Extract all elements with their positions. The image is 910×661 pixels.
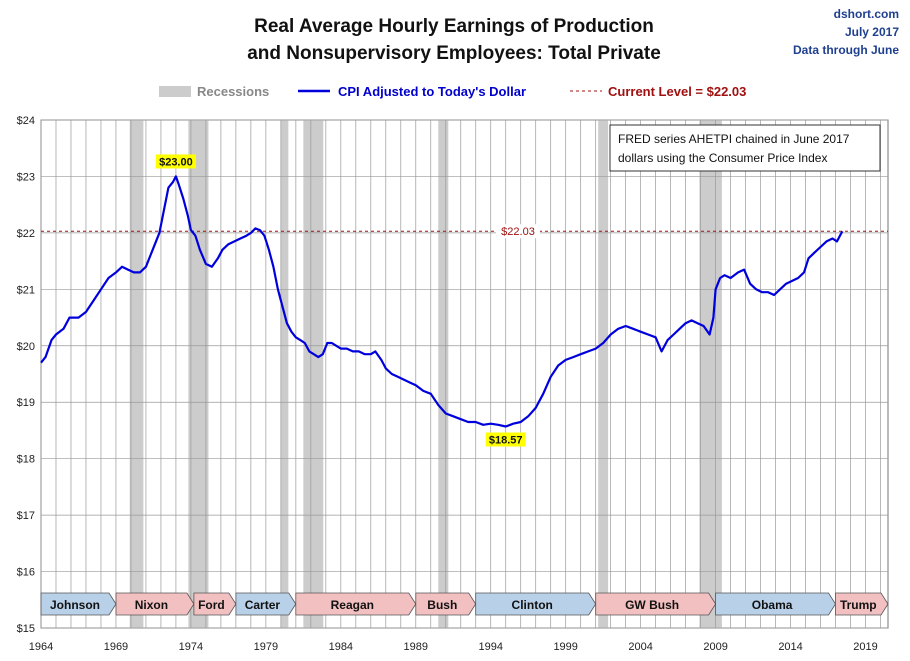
recession-band-4: [438, 120, 449, 628]
president-label-1: Nixon: [135, 598, 168, 612]
legend: Recessions CPI Adjusted to Today's Dolla…: [159, 84, 746, 99]
president-segment-8: [715, 592, 836, 616]
president-label-4: Reagan: [331, 598, 374, 612]
x-tick-label: 1999: [553, 641, 577, 653]
president-label-5: Bush: [427, 598, 457, 612]
axis-labels: $15 $16 $17 $18 $19 $20 $21 $22 $23 $24 1964 1969 19…: [17, 115, 878, 653]
recession-band-6: [699, 120, 722, 628]
president-label-9: Trump: [840, 598, 877, 612]
x-tick-label: 1989: [404, 641, 428, 653]
note-line-2: dollars using the Consumer Price Index: [618, 151, 827, 165]
x-tick-label: 1979: [254, 641, 278, 653]
y-tick-label: $23: [17, 171, 35, 183]
president-segment-1: [115, 592, 195, 616]
legend-recession-swatch: [159, 86, 191, 97]
chart-title-line-1: Real Average Hourly Earnings of Producti…: [254, 16, 654, 37]
credit-note: Data through June: [793, 43, 899, 57]
x-tick-label: 1974: [179, 641, 203, 653]
president-segment-4: [295, 592, 417, 616]
chart-title-line-2: and Nonsupervisory Employees: Total Priv…: [247, 43, 661, 64]
legend-current-label: Current Level = $22.03: [608, 84, 746, 99]
y-tick-label: $24: [17, 115, 35, 127]
y-tick-label: $20: [17, 341, 35, 353]
legend-series-label: CPI Adjusted to Today's Dollar: [338, 84, 526, 99]
callout-bg-0: [155, 154, 196, 169]
recession-band-0: [129, 120, 144, 628]
recession-band-1: [188, 120, 209, 628]
note-box: FRED series AHETPI chained in June 2017 …: [609, 124, 881, 172]
x-tick-label: 2009: [703, 641, 727, 653]
president-segment-9: [835, 592, 889, 616]
recession-band-2: [280, 120, 289, 628]
president-segment-2: [193, 592, 237, 616]
y-tick-label: $19: [17, 397, 35, 409]
y-tick-label: $18: [17, 454, 35, 466]
president-band: Johnson Nixon Ford Carter Reagan Bush Clinton G…: [40, 592, 889, 616]
president-label-6: Clinton: [512, 598, 553, 612]
callout-label-1: $18.57: [489, 434, 523, 446]
x-tick-label: 2014: [778, 641, 802, 653]
y-tick-label: $15: [17, 623, 35, 635]
y-tick-label: $16: [17, 567, 35, 579]
callouts: $23.00 $18.57: [155, 154, 526, 447]
president-segment-6: [475, 592, 597, 616]
series-layer: [40, 175, 844, 428]
president-segment-7: [595, 592, 717, 616]
y-tick-label: $22: [17, 228, 35, 240]
recession-bands: [129, 120, 722, 628]
x-tick-label: 2019: [853, 641, 877, 653]
y-tick-label: $21: [17, 284, 35, 296]
x-tick-label: 1964: [29, 641, 53, 653]
president-segment-3: [235, 592, 297, 616]
president-label-3: Carter: [245, 598, 281, 612]
x-tick-label: 1984: [329, 641, 353, 653]
callout-label-0: $23.00: [159, 156, 193, 168]
credit-site: dshort.com: [834, 7, 899, 21]
note-line-1: FRED series AHETPI chained in June 2017: [618, 132, 850, 146]
series-line-0: [40, 175, 844, 428]
president-segment-5: [415, 592, 477, 616]
reference-label-bg: [496, 224, 540, 239]
y-tick-label: $17: [17, 510, 35, 522]
president-label-7: GW Bush: [625, 598, 679, 612]
president-label-0: Johnson: [50, 598, 100, 612]
note-box-frame: [609, 124, 881, 172]
president-label-8: Obama: [752, 598, 793, 612]
x-tick-label: 2004: [628, 641, 652, 653]
x-tick-label: 1969: [104, 641, 128, 653]
callout-bg-1: [485, 432, 526, 447]
reference-line-group: $22.03: [41, 224, 888, 239]
legend-recessions-label: Recessions: [197, 84, 269, 99]
plot-area: [40, 119, 889, 629]
recession-band-5: [598, 120, 609, 628]
recession-band-3: [303, 120, 324, 628]
x-tick-label: 1994: [478, 641, 502, 653]
president-segment-0: [40, 592, 117, 616]
credit-date: July 2017: [845, 25, 899, 39]
gridlines: [40, 119, 888, 629]
president-label-2: Ford: [198, 598, 225, 612]
reference-label: $22.03: [501, 226, 535, 238]
